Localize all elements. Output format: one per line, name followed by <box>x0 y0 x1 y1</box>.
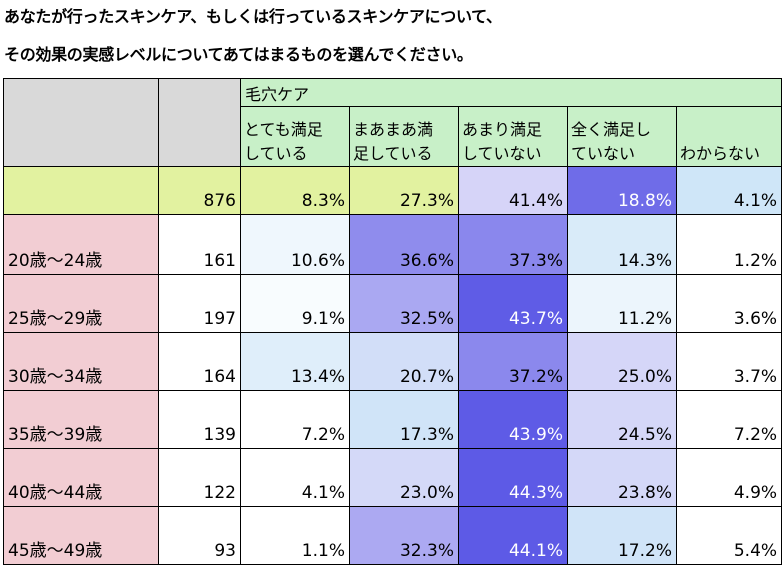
value-cell: 41.4% <box>458 166 568 215</box>
row-label <box>3 166 159 215</box>
value-cell: 37.2% <box>458 332 568 391</box>
column-header-1-line-2: している <box>244 144 308 163</box>
column-header-5: わからない <box>675 106 783 167</box>
value-cell: 24.5% <box>567 390 677 449</box>
value-cell: 44.3% <box>458 448 568 507</box>
value-cell: 44.1% <box>458 506 568 565</box>
group-header: 毛穴ケア <box>239 78 783 107</box>
row-label: 25歳～29歳 <box>3 274 159 333</box>
row-count: 122 <box>158 448 241 507</box>
value-cell: 43.7% <box>458 274 568 333</box>
value-cell: 10.6% <box>240 214 350 275</box>
value-cell: 5.4% <box>675 506 783 565</box>
table-row: 45歳～49歳 93 1.1% 32.3% 44.1% 17.2% 5.4% <box>3 506 783 565</box>
value-cell: 7.2% <box>675 390 783 449</box>
table-row: 30歳～34歳 164 13.4% 20.7% 37.2% 25.0% 3.7% <box>3 332 783 391</box>
row-label: 40歳～44歳 <box>3 448 159 507</box>
row-label: 30歳～34歳 <box>3 332 159 391</box>
value-cell: 14.3% <box>567 214 677 275</box>
row-label: 20歳～24歳 <box>3 214 159 275</box>
results-table: 毛穴ケア とても満足 している まあまあ満 足している あまり満足 していない 全く満足して… <box>3 78 783 565</box>
value-cell: 32.5% <box>349 274 459 333</box>
header-row-group: 毛穴ケア <box>3 78 783 167</box>
row-label: 45歳～49歳 <box>3 506 159 565</box>
value-cell: 32.3% <box>349 506 459 565</box>
value-cell: 1.1% <box>240 506 350 565</box>
value-cell: 20.7% <box>349 332 459 391</box>
table-row: 40歳～44歳 122 4.1% 23.0% 44.3% 23.8% 4.9% <box>3 448 783 507</box>
value-cell: 11.2% <box>567 274 677 333</box>
row-count: 164 <box>158 332 241 391</box>
title-line-2: その効果の実感レベルについてあてはまるものを選んでください。 <box>4 45 473 64</box>
header-row-columns: とても満足 している まあまあ満 足している あまり満足 していない 全く満足し ていない わ… <box>4 106 783 167</box>
value-cell: 37.3% <box>458 214 568 275</box>
table-row: 35歳～39歳 139 7.2% 17.3% 43.9% 24.5% 7.2% <box>3 390 783 449</box>
total-row: 876 8.3% 27.3% 41.4% 18.8% 4.1% <box>3 166 783 215</box>
value-cell: 23.8% <box>567 448 677 507</box>
value-cell: 7.2% <box>240 390 350 449</box>
value-cell: 23.0% <box>349 448 459 507</box>
value-cell: 13.4% <box>240 332 350 391</box>
column-header-4-line-1: 全く満足し <box>571 120 652 139</box>
header-blank-cell <box>3 78 159 167</box>
row-count: 876 <box>158 166 241 215</box>
column-header-2-line-2: 足している <box>353 144 433 163</box>
row-count: 197 <box>158 274 241 333</box>
column-header-3-line-2: していない <box>462 144 542 163</box>
value-cell: 8.3% <box>240 166 350 215</box>
column-header-3: あまり満足していない <box>458 106 568 167</box>
row-label: 35歳～39歳 <box>3 390 159 449</box>
value-cell: 36.6% <box>349 214 459 275</box>
column-header-4-line-2: ていない <box>571 144 636 163</box>
row-count: 161 <box>158 214 241 275</box>
value-cell: 4.1% <box>675 166 783 215</box>
value-cell: 27.3% <box>349 166 459 215</box>
value-cell: 4.9% <box>675 448 783 507</box>
value-cell: 43.9% <box>458 390 568 449</box>
header-count-cell <box>158 78 241 167</box>
value-cell: 4.1% <box>240 448 350 507</box>
column-header-1-line-1: とても満足 <box>244 120 323 139</box>
row-count: 139 <box>158 390 241 449</box>
column-header-2: まあまあ満足している <box>349 106 459 167</box>
value-cell: 1.2% <box>675 214 783 275</box>
table-row: 25歳～29歳 197 9.1% 32.5% 43.7% 11.2% 3.6% <box>3 274 783 333</box>
value-cell: 25.0% <box>567 332 677 391</box>
value-cell: 9.1% <box>240 274 350 333</box>
column-header-2-line-1: まあまあ満 <box>353 120 434 139</box>
column-header-5-line-2: わからない <box>680 144 761 163</box>
value-cell: 3.7% <box>675 332 783 391</box>
value-cell: 17.2% <box>567 506 677 565</box>
table-row: 20歳～24歳 161 10.6% 36.6% 37.3% 14.3% 1.2% <box>3 214 783 275</box>
value-cell: 17.3% <box>349 390 459 449</box>
column-header-4: 全く満足し ていない <box>567 106 677 167</box>
value-cell: 18.8% <box>567 166 677 215</box>
value-cell: 3.6% <box>675 274 783 333</box>
title-line-1: あなたが行ったスキンケア、もしくは行っているスキンケアについて、 <box>4 7 502 26</box>
column-header-5-line-1 <box>680 118 779 142</box>
row-count: 93 <box>158 506 241 565</box>
column-header-3-line-1: あまり満足 <box>462 120 543 139</box>
column-header-1: とても満足 している <box>240 106 350 167</box>
